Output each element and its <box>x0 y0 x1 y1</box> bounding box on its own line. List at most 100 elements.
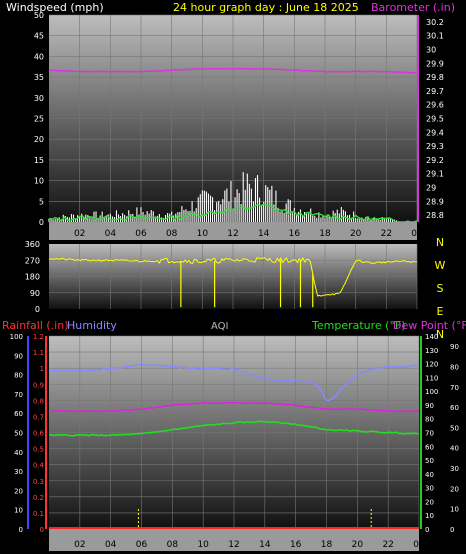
dewpoint-tick-label: 50 <box>450 424 459 432</box>
time-tick-label: 06 <box>136 540 148 550</box>
rainfall-tick-label: 0.1 <box>33 510 44 518</box>
time-tick-label: 12 <box>228 540 239 550</box>
temperature-axis-title: Temperature (°F) <box>311 319 406 332</box>
temperature-tick-label: 120 <box>425 361 438 369</box>
time-tick-label: 12 <box>227 229 238 239</box>
time-tick-label: 20 <box>352 540 364 550</box>
time-tick-label: 14 <box>258 229 270 239</box>
wind-degree-tick-label: 270 <box>25 256 40 265</box>
temp-humidity-grid <box>49 335 420 529</box>
barometer-tick-label: 30.1 <box>426 32 444 41</box>
time-tick-label: 14 <box>259 540 271 550</box>
dewpoint-tick-label: 20 <box>450 485 459 493</box>
dewpoint-tick-label: 10 <box>450 506 459 514</box>
barometer-tick-label: 29.3 <box>426 142 444 151</box>
windspeed-tick-label: 40 <box>34 52 44 61</box>
dewpoint-axis-ticks: 0 10 20 30 40 50 60 70 80 90 <box>450 343 459 534</box>
rainfall-tick-label: 1.1 <box>33 349 44 357</box>
time-axis-band-1 <box>49 222 417 240</box>
barometer-axis-ticks: 28.8 28.9 29 29.1 29.2 29.3 29.4 29.5 29.6 29.7 29… <box>426 18 444 220</box>
temperature-tick-label: 20 <box>425 498 434 506</box>
dewpoint-tick-label: 90 <box>450 343 459 351</box>
barometer-tick-label: 30 <box>426 46 436 55</box>
temperature-tick-label: 110 <box>425 374 438 382</box>
time-tick-label: 02 <box>74 540 85 550</box>
temperature-tick-label: 60 <box>425 443 434 451</box>
humidity-tick-label: 0 <box>19 526 23 534</box>
rainfall-tick-label: 0.5 <box>33 446 44 454</box>
time-tick-label: 04 <box>105 229 117 239</box>
temperature-tick-label: 50 <box>425 457 434 465</box>
humidity-tick-label: 70 <box>14 391 23 399</box>
dewpoint-tick-label: 0 <box>450 526 454 534</box>
windspeed-tick-label: 0 <box>39 218 44 227</box>
rainfall-tick-label: 0.8 <box>33 397 44 405</box>
barometer-tick-label: 29 <box>426 184 436 193</box>
dewpoint-tick-label: 30 <box>450 465 459 473</box>
temperature-tick-label: 100 <box>425 388 438 396</box>
barometer-tick-label: 29.5 <box>426 115 444 124</box>
time-tick-label: 18 <box>319 229 331 239</box>
time-tick-label: 04 <box>105 540 117 550</box>
temp-humidity-series <box>48 363 420 529</box>
windspeed-tick-label: 50 <box>34 11 44 20</box>
rainfall-axis-ticks: 0 0.1 0.2 0.3 0.4 0.5 0.6 0.7 0.8 0.9 1 1.1 1.2 <box>33 333 45 534</box>
wind-degree-tick-label: 180 <box>25 273 40 282</box>
humidity-axis-title: Humidity <box>67 319 117 332</box>
time-axis-labels-3: 02 04 06 08 10 12 14 16 18 20 22 00 <box>74 540 425 550</box>
time-tick-label: 08 <box>166 229 178 239</box>
barometer-tick-label: 29.1 <box>426 170 444 179</box>
dewpoint-tick-label: 80 <box>450 363 459 371</box>
time-tick-label: 20 <box>350 229 362 239</box>
rainfall-tick-label: 0 <box>40 526 44 534</box>
wind-average-line <box>48 203 418 223</box>
time-tick-label: 00 <box>411 229 423 239</box>
humidity-line <box>48 363 420 402</box>
humidity-tick-label: 80 <box>14 372 23 380</box>
dewpoint-axis-title: Dew Point (°F) <box>393 319 466 332</box>
time-tick-label: 16 <box>290 540 302 550</box>
humidity-axis-ticks: 0 10 20 30 40 50 60 70 80 90 100 <box>10 333 23 534</box>
time-tick-label: 22 <box>382 540 393 550</box>
temperature-tick-label: 140 <box>425 333 438 341</box>
humidity-tick-label: 50 <box>14 430 23 438</box>
compass-label: E <box>437 305 444 318</box>
dewpoint-tick-label: 60 <box>450 404 459 412</box>
humidity-tick-label: 90 <box>14 352 23 360</box>
barometer-tick-label: 29.7 <box>426 87 444 96</box>
rainfall-tick-label: 0.6 <box>33 430 45 438</box>
dewpoint-tick-label: 40 <box>450 445 459 453</box>
humidity-tick-label: 100 <box>10 333 23 341</box>
temperature-tick-label: 10 <box>425 512 434 520</box>
windspeed-tick-label: 20 <box>34 135 44 144</box>
humidity-tick-label: 30 <box>14 468 23 476</box>
windspeed-tick-label: 25 <box>34 115 44 124</box>
barometer-tick-label: 28.9 <box>426 197 444 206</box>
barometer-line <box>48 67 418 74</box>
wind-degree-tick-label: 90 <box>30 289 40 298</box>
temperature-axis-ticks: 0 10 20 30 40 50 60 70 80 90 100 110 120 130 140 <box>425 333 438 534</box>
windspeed-tick-label: 30 <box>34 94 44 103</box>
barometer-tick-label: 29.9 <box>426 59 444 68</box>
time-axis-labels-1: 02 04 06 08 10 12 14 16 18 20 22 00 <box>74 229 423 239</box>
temperature-tick-label: 70 <box>425 430 434 438</box>
time-tick-label: 18 <box>321 540 333 550</box>
temperature-tick-label: 90 <box>425 402 434 410</box>
humidity-tick-label: 60 <box>14 410 23 418</box>
temperature-tick-label: 40 <box>425 471 434 479</box>
windspeed-tick-label: 5 <box>39 197 44 206</box>
wind-degree-tick-label: 0 <box>35 305 40 314</box>
time-tick-label: 00 <box>413 540 425 550</box>
rainfall-tick-label: 0.4 <box>33 462 45 470</box>
rainfall-tick-label: 0.3 <box>33 478 44 486</box>
time-tick-label: 08 <box>167 540 179 550</box>
time-tick-label: 10 <box>197 540 209 550</box>
windspeed-tick-label: 15 <box>34 156 44 165</box>
time-tick-label: 16 <box>289 229 301 239</box>
windspeed-axis-ticks: 0 5 10 15 20 25 30 35 40 45 50 <box>34 11 44 227</box>
barometer-tick-label: 30.2 <box>426 18 444 27</box>
humidity-tick-label: 20 <box>14 487 23 495</box>
wind-direction-degree-ticks: 0 90 180 270 360 <box>25 240 40 314</box>
